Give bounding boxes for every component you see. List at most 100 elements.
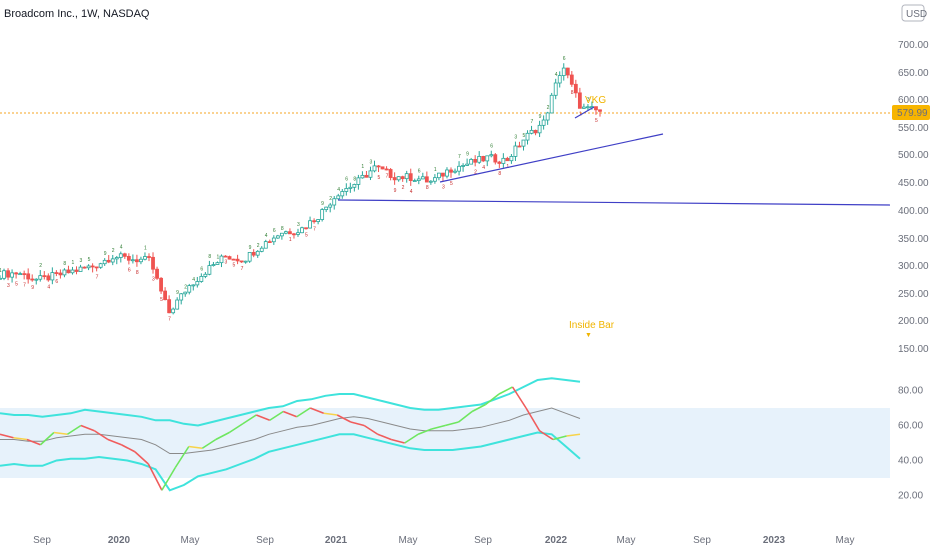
candle-body <box>251 252 256 256</box>
last-price-badge <box>892 105 930 120</box>
candle-body <box>183 291 188 295</box>
candle-body <box>82 266 87 269</box>
rsi-line-segment <box>471 403 486 413</box>
rsi-band-fill <box>0 408 890 478</box>
sequence-count-label: 6 <box>345 176 348 182</box>
candle-body <box>553 82 558 96</box>
rsi-lower-band <box>0 431 581 492</box>
time-tick-label: May <box>617 535 636 546</box>
sequence-count-label: 2 <box>329 196 332 202</box>
currency-label: USD <box>906 9 927 20</box>
rsi-line-segment <box>458 410 473 423</box>
rsi-line-segment <box>350 421 365 427</box>
trendline-support-rising[interactable] <box>439 133 664 183</box>
time-tick-label: 2020 <box>108 535 131 546</box>
candle-body <box>159 277 163 292</box>
candle-body <box>368 170 373 178</box>
candle-body <box>437 172 441 179</box>
sequence-count-label: 2 <box>474 169 477 175</box>
candle-body <box>356 177 361 185</box>
candle-body <box>428 180 433 183</box>
currency-badge[interactable] <box>901 4 925 22</box>
candle-body <box>513 145 518 157</box>
time-tick-label: May <box>181 535 200 546</box>
sequence-count-label: 6 <box>563 56 566 62</box>
rsi-upper-band <box>0 377 581 427</box>
rsi-line-segment <box>188 445 203 450</box>
candle-body <box>344 188 349 192</box>
price-tick-label: 250.00 <box>898 289 929 300</box>
candle-body <box>179 293 184 301</box>
rsi-line-segment <box>269 410 284 421</box>
rsi-line-segment <box>417 428 432 435</box>
rsi-line-segment <box>498 386 513 395</box>
candle-body <box>324 206 329 210</box>
price-tick-label: 550.00 <box>898 123 929 134</box>
sequence-count-label: 8 <box>208 254 211 260</box>
candle-body <box>18 273 23 276</box>
candle-body <box>0 277 2 280</box>
candle-body <box>404 173 409 180</box>
candle-body <box>284 231 288 234</box>
sequence-count-label: 1 <box>289 237 292 243</box>
rsi-line-segment <box>53 431 68 436</box>
sequence-count-label: 7 <box>458 154 461 160</box>
sequence-count-label: 5 <box>233 263 236 269</box>
candle-body <box>457 165 461 172</box>
rsi-tick-label: 40.00 <box>898 456 923 467</box>
sequence-count-label: 5 <box>88 257 91 263</box>
rsi-line-segment <box>566 433 581 437</box>
rsi-line-segment <box>511 386 527 409</box>
candle-body <box>581 106 586 109</box>
sequence-count-label: 5 <box>378 175 381 181</box>
candle-body <box>203 273 208 277</box>
sequence-count-label: 3 <box>297 222 300 228</box>
sequence-count-label: 5 <box>15 282 18 288</box>
rsi-line-segment <box>431 424 446 430</box>
sequence-count-label: 3 <box>369 160 372 166</box>
candle-body <box>336 195 341 200</box>
sequence-count-label: 9 <box>539 114 542 120</box>
sequence-count-label: 9 <box>466 152 469 158</box>
candle-body <box>493 154 498 163</box>
rsi-line-segment <box>228 423 244 434</box>
trendline-support-horizontal[interactable] <box>337 199 891 206</box>
candle-body <box>211 264 216 267</box>
rsi-line-segment <box>0 433 14 439</box>
rsi-line-segment <box>444 421 459 427</box>
time-tick-label: May <box>836 535 855 546</box>
candle-body <box>453 170 457 173</box>
candle-body <box>577 92 582 109</box>
sequence-count-label: 2 <box>402 185 405 191</box>
candle-body <box>66 269 71 274</box>
rsi-line-segment <box>201 438 217 449</box>
rsi-line-segment <box>363 424 379 435</box>
trendline-short[interactable] <box>574 106 595 119</box>
candle-body <box>594 106 598 111</box>
time-tick-label: Sep <box>474 535 492 546</box>
candle-body <box>332 198 337 206</box>
sequence-count-label: 3 <box>7 283 10 289</box>
candle-body <box>279 232 284 237</box>
candle-body <box>135 259 139 263</box>
candle-body <box>388 169 393 178</box>
sequence-count-label: 5 <box>522 133 525 139</box>
price-tick-label: 600.00 <box>898 95 929 106</box>
candle-body <box>509 156 514 162</box>
sequence-count-label: 8 <box>136 270 139 276</box>
candle-body <box>449 169 453 173</box>
candle-body <box>34 278 39 281</box>
sequence-count-label: 8 <box>571 90 574 96</box>
candle-body <box>533 129 538 134</box>
rsi-layer <box>0 377 581 492</box>
sequence-count-label: 7 <box>96 274 99 280</box>
rsi-line-segment <box>134 451 149 465</box>
time-tick-label: 2023 <box>763 535 786 546</box>
sequence-count-label: 5 <box>160 297 163 303</box>
sequence-count-label: 3 <box>152 277 155 283</box>
candle-body <box>167 299 172 314</box>
candle-body <box>288 231 292 235</box>
candle-body <box>348 186 353 189</box>
time-tick-label: Sep <box>33 535 51 546</box>
